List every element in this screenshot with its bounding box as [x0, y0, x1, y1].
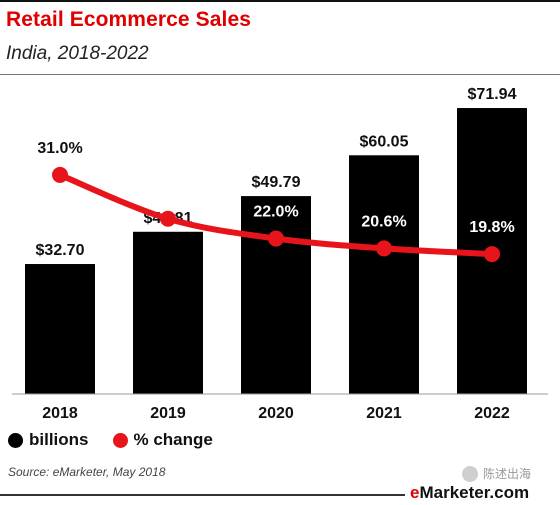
bar [241, 196, 311, 394]
legend-item-change: % change [112, 430, 213, 450]
change-point [52, 166, 68, 183]
bar [133, 231, 203, 394]
legend-line-swatch-icon [112, 432, 128, 448]
legend: billions % change [8, 430, 237, 450]
chart-subtitle: India, 2018-2022 [6, 43, 149, 64]
change-point [160, 210, 176, 227]
source-note: Source: eMarketer, May 2018 [8, 465, 166, 479]
x-tick-label: 2022 [474, 405, 510, 422]
change-point [484, 246, 500, 263]
legend-item-billions: billions [8, 430, 89, 450]
chart-title: Retail Ecommerce Sales [6, 8, 252, 31]
change-point [268, 230, 284, 247]
legend-label-billions: billions [29, 430, 89, 449]
brand-logo: eMarketer.com [410, 483, 530, 502]
legend-bar-swatch-icon [8, 432, 23, 448]
brand-rule [0, 494, 405, 496]
subtitle-rule [0, 74, 560, 75]
legend-label-change: % change [133, 430, 213, 449]
watermark-text: 陈述出海 [483, 467, 532, 481]
bar [25, 264, 95, 394]
bar-value-label: $32.70 [36, 242, 85, 259]
top-rule [0, 0, 560, 2]
chart-area: $32.702018$40.812019$49.792020$60.052021… [12, 86, 548, 422]
x-tick-label: 2021 [366, 405, 402, 422]
change-point [376, 240, 392, 257]
bar-value-label: $49.79 [252, 174, 301, 191]
bar-value-label: $71.94 [468, 86, 517, 103]
x-tick-label: 2018 [42, 405, 78, 422]
wechat-icon [462, 465, 478, 482]
bar-value-label: $60.05 [360, 133, 409, 150]
x-tick-label: 2019 [150, 405, 186, 422]
change-value-label: 22.0% [253, 204, 298, 221]
watermark: 陈述出海 [462, 465, 531, 482]
x-tick-label: 2020 [258, 405, 294, 422]
change-value-label: 24.8% [145, 184, 190, 201]
change-value-label: 31.0% [37, 140, 82, 157]
change-value-label: 19.8% [469, 219, 514, 236]
bar [349, 155, 419, 394]
change-value-label: 20.6% [361, 213, 406, 230]
